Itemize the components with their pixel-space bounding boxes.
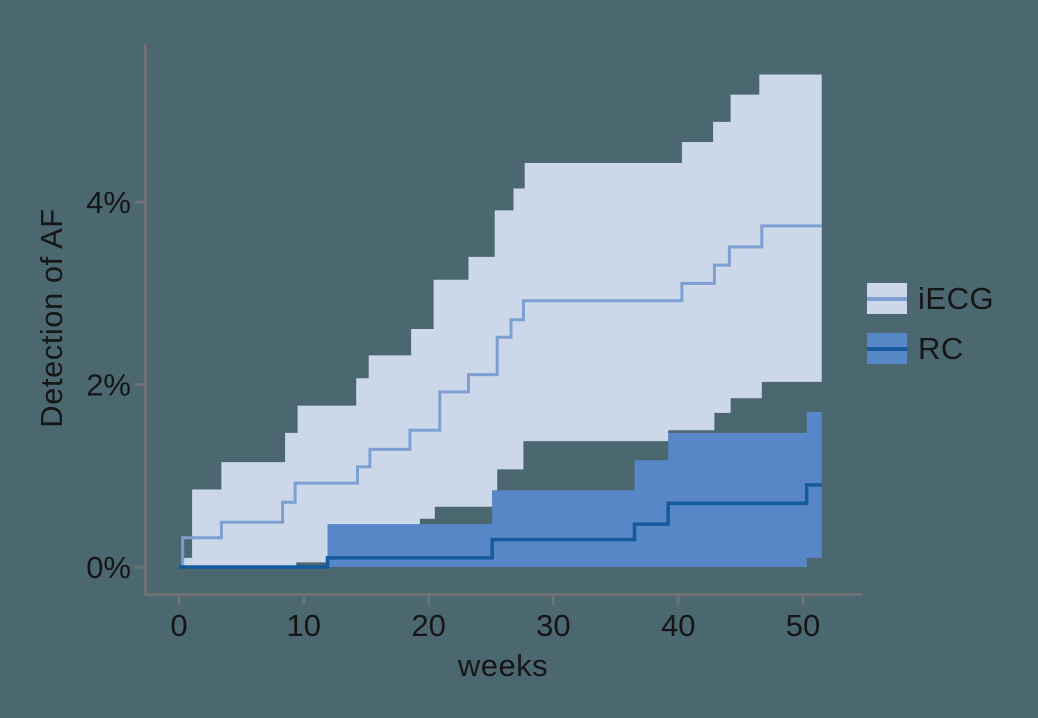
x-tick-label: 20: [411, 608, 445, 643]
rc-estimate-line: [179, 483, 822, 569]
legend-swatch-rc: [867, 333, 907, 364]
y-tick-label: 0%: [86, 550, 131, 585]
x-tick-label: 10: [287, 608, 321, 643]
y-tick-label: 4%: [86, 185, 131, 220]
rc-confidence-band: [327, 412, 822, 567]
x-tick-label: 40: [661, 608, 695, 643]
y-axis-title: Detection of AF: [34, 208, 69, 428]
iecg-estimate-line: [179, 224, 822, 569]
legend-item-iecg: iECG: [867, 280, 995, 316]
x-axis-title: weeks: [457, 648, 549, 683]
legend-item-rc: RC: [867, 330, 994, 366]
legend: iECG RC: [867, 280, 995, 383]
legend-label-iecg: iECG: [918, 280, 995, 316]
legend-swatch-iecg: [867, 283, 907, 314]
x-tick-label: 30: [536, 608, 570, 643]
y-tick-label: 2%: [86, 368, 131, 403]
x-tick-label: 50: [786, 608, 820, 643]
legend-label-rc: RC: [918, 330, 964, 366]
legend-swatch-line-iecg: [867, 296, 907, 301]
iecg-confidence-band: [182, 74, 822, 567]
x-tick-label: 0: [170, 608, 187, 643]
legend-swatch-line-rc: [867, 346, 907, 351]
